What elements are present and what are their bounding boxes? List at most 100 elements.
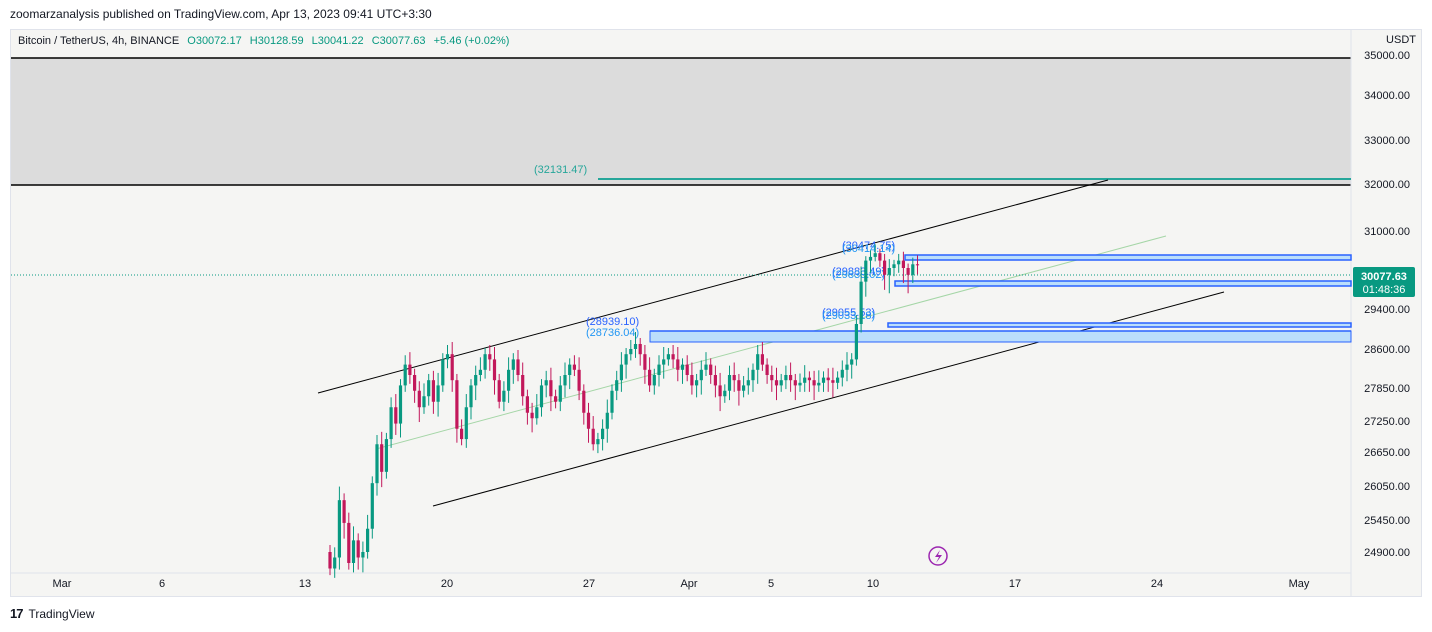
candle-body (666, 354, 670, 360)
candle-body (370, 483, 374, 529)
candle-body (624, 354, 628, 365)
candle-body (530, 412, 534, 419)
candle-body (817, 382, 821, 386)
time-tick-label: 20 (441, 578, 453, 590)
candle-body (779, 380, 783, 386)
candle-body (619, 364, 623, 381)
tradingview-logo-icon[interactable]: 17 (10, 606, 24, 621)
open-value: O30072.17 (187, 35, 242, 47)
mid-zone-label-b: (29839.02) (832, 269, 885, 281)
candle-body (718, 385, 722, 397)
candle-body (394, 407, 398, 424)
time-tick-label: 6 (159, 578, 165, 590)
candle-body (422, 396, 426, 408)
candle-body (737, 380, 741, 391)
symbol-name[interactable]: Bitcoin / TetherUS, 4h, BINANCE (18, 35, 180, 47)
low-zone[interactable] (887, 322, 1352, 328)
candle-body (836, 377, 840, 383)
candle-body (521, 375, 525, 397)
candle-body (789, 375, 793, 381)
candle-body (384, 439, 388, 472)
price-tick-label: 27850.00 (1364, 383, 1410, 395)
candle-body (408, 364, 412, 375)
low-zone-label-b: (29033.18) (822, 310, 875, 322)
candle-body (803, 377, 807, 383)
candle-body (746, 380, 750, 386)
candle-body (901, 260, 905, 268)
candle-body (464, 407, 468, 440)
mid-zone[interactable] (894, 280, 1352, 287)
candle-body (695, 380, 699, 386)
candle-body (845, 364, 849, 370)
high-zone[interactable] (904, 254, 1352, 261)
candle-body (554, 396, 558, 402)
time-tick-label: May (1289, 578, 1310, 590)
candle-body (756, 354, 760, 370)
last-price-value: 30077.63 (1361, 271, 1407, 283)
candle-body (525, 396, 529, 413)
candle-body (812, 380, 816, 386)
candle-body (568, 364, 572, 375)
candle-body (671, 354, 675, 360)
candle-body (474, 375, 478, 386)
candle-body (784, 375, 788, 381)
candle-body (633, 344, 638, 349)
candle-body (690, 375, 694, 386)
candle-body (398, 385, 403, 424)
time-axis: Mar 6 13 20 27 Apr 5 10 17 24 May (53, 578, 1310, 590)
candle-body (868, 256, 873, 261)
last-price-tag (1353, 267, 1415, 297)
candle-body (713, 375, 717, 386)
candle-body (375, 444, 379, 484)
candle-body (488, 354, 492, 360)
candle-body (577, 369, 581, 391)
price-axis: 35000.00 34000.00 33000.00 32000.00 31000.00… (1364, 50, 1410, 559)
price-tick-label: 34000.00 (1364, 90, 1410, 102)
candle-body (765, 364, 769, 375)
time-tick-label: Mar (53, 578, 72, 590)
candle-body (859, 281, 863, 324)
candle-body (709, 364, 713, 375)
candle-body (535, 407, 539, 419)
candle-body (864, 260, 868, 282)
candle-body (549, 380, 553, 397)
candle-body (605, 412, 609, 429)
candle-body (539, 385, 544, 408)
candle-body (723, 390, 727, 397)
channel-upper-line[interactable] (317, 179, 1109, 394)
candle-body (873, 253, 877, 257)
candle-body (347, 522, 351, 563)
left-zone[interactable] (649, 330, 1352, 343)
candle-body (366, 528, 370, 552)
candle-body (441, 359, 445, 386)
candle-body (417, 390, 421, 408)
candle-body (680, 364, 685, 370)
candle-body (450, 354, 454, 381)
candle-body (591, 428, 595, 445)
candle-body (840, 369, 844, 378)
candle-body (732, 375, 736, 381)
candle-body (483, 354, 487, 370)
price-tick-label: 32000.00 (1364, 179, 1410, 191)
candle-body (648, 369, 652, 386)
candle-body (492, 359, 497, 381)
left-zone-label-a: (28939.10) (586, 316, 639, 328)
candle-body (807, 377, 811, 381)
symbol-legend: Bitcoin / TetherUS, 4h, BINANCE O30072.1… (18, 35, 514, 47)
price-tick-label: 28600.00 (1364, 344, 1410, 356)
price-tick-label: 26650.00 (1364, 447, 1410, 459)
price-tick-label: 27250.00 (1364, 416, 1410, 428)
candle-body (460, 428, 464, 440)
lightning-icon[interactable] (928, 546, 948, 566)
candle-body (563, 375, 567, 386)
time-tick-label: 27 (583, 578, 595, 590)
candle-body (770, 375, 774, 381)
candle-body (403, 364, 407, 386)
footer-brand[interactable]: TradingView (28, 606, 95, 621)
candles-group (328, 244, 920, 578)
high-zone-label-b: (30414.14) (842, 243, 895, 255)
candle-body (887, 268, 891, 275)
candle-body (351, 540, 356, 563)
candle-body (699, 369, 703, 381)
